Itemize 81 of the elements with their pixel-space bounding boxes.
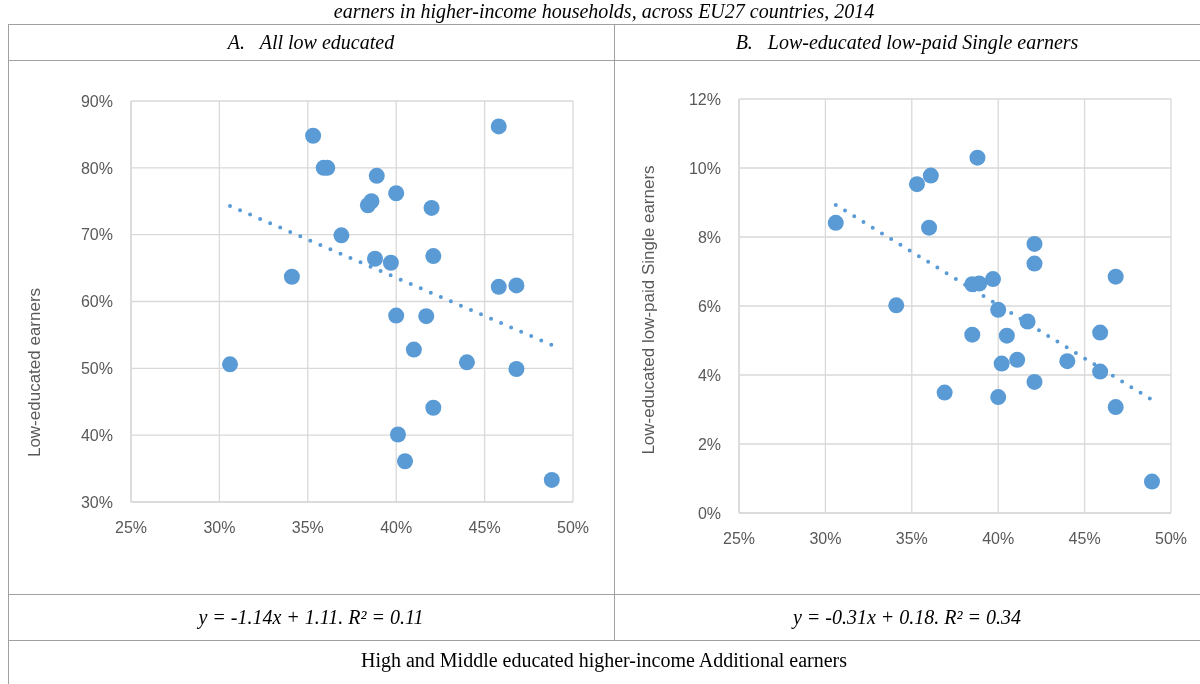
point bbox=[936, 384, 953, 401]
point bbox=[543, 471, 560, 488]
point bbox=[382, 254, 399, 271]
point bbox=[405, 341, 422, 358]
point bbox=[908, 176, 925, 193]
y-tick-label: 6% bbox=[697, 297, 721, 315]
y-tick-label: 12% bbox=[688, 90, 721, 108]
point bbox=[1107, 399, 1124, 416]
y-tick-label: 80% bbox=[80, 159, 113, 177]
point bbox=[1092, 324, 1109, 341]
point bbox=[1092, 363, 1109, 380]
point bbox=[368, 167, 385, 184]
point bbox=[305, 127, 322, 144]
x-tick-label: 50% bbox=[1154, 530, 1188, 548]
point bbox=[388, 185, 405, 202]
x-tick-label: 30% bbox=[203, 519, 236, 537]
point bbox=[1059, 353, 1076, 370]
point bbox=[490, 118, 507, 135]
x-tick-label: 40% bbox=[380, 519, 413, 537]
y-tick-label: 60% bbox=[80, 293, 113, 311]
point bbox=[921, 219, 938, 236]
point bbox=[222, 356, 239, 373]
point bbox=[490, 278, 507, 295]
point bbox=[508, 277, 525, 294]
x-tick-label: 25% bbox=[722, 530, 756, 548]
point bbox=[1143, 473, 1160, 490]
y-tick-label: 40% bbox=[80, 426, 113, 444]
x-tick-label: 40% bbox=[982, 530, 1015, 548]
y-tick-label: 0% bbox=[697, 504, 721, 522]
point bbox=[388, 307, 405, 324]
point bbox=[1026, 373, 1043, 390]
point bbox=[425, 399, 442, 416]
y-tick-label: 2% bbox=[697, 435, 721, 453]
point bbox=[397, 453, 414, 470]
point bbox=[1026, 255, 1043, 272]
point bbox=[389, 426, 406, 443]
point bbox=[423, 199, 440, 216]
point bbox=[998, 327, 1015, 344]
y-axis-title: Low-educated earners bbox=[24, 287, 44, 458]
point bbox=[1019, 313, 1036, 330]
x-axis-title: High and Middle educated higher-income Additional earners bbox=[360, 648, 848, 672]
x-tick-label: 50% bbox=[556, 519, 590, 537]
point bbox=[922, 167, 939, 184]
y-tick-label: 90% bbox=[80, 92, 113, 110]
point bbox=[964, 326, 981, 343]
point bbox=[359, 197, 376, 214]
point bbox=[283, 268, 300, 285]
point bbox=[985, 271, 1002, 288]
chart-title: A. All low educated bbox=[227, 30, 395, 54]
point bbox=[969, 149, 986, 166]
x-tick-label: 30% bbox=[809, 530, 842, 548]
y-tick-label: 30% bbox=[80, 493, 113, 511]
point bbox=[1009, 351, 1026, 368]
point bbox=[333, 227, 350, 244]
x-tick-label: 45% bbox=[1068, 530, 1101, 548]
point bbox=[458, 354, 475, 371]
point bbox=[1026, 235, 1043, 252]
x-tick-label: 35% bbox=[895, 530, 928, 548]
x-tick-label: 35% bbox=[291, 519, 324, 537]
text: y = -0.31x + 0.18. R² = 0.34 bbox=[792, 605, 1022, 629]
y-tick-label: 50% bbox=[80, 360, 113, 378]
x-tick-label: 25% bbox=[114, 519, 148, 537]
y-axis-title: Low-educated low-paid Single earners bbox=[638, 165, 658, 455]
point bbox=[990, 301, 1007, 318]
text: earners in higher-income households, across EU27 countries, 2014 bbox=[333, 0, 875, 23]
point bbox=[1107, 268, 1124, 285]
y-tick-label: 70% bbox=[80, 226, 113, 244]
point bbox=[425, 248, 442, 265]
point bbox=[366, 250, 383, 267]
point bbox=[993, 355, 1010, 372]
point bbox=[990, 389, 1007, 406]
y-tick-label: 4% bbox=[697, 366, 721, 384]
y-tick-label: 8% bbox=[697, 228, 721, 246]
y-tick-label: 10% bbox=[688, 159, 721, 177]
point bbox=[888, 297, 905, 314]
chart-title: B. Low-educated low-paid Single earners bbox=[735, 30, 1079, 54]
point bbox=[827, 214, 844, 231]
point bbox=[418, 308, 435, 325]
point bbox=[508, 361, 525, 377]
x-tick-label: 45% bbox=[468, 519, 501, 537]
text: y = -1.14x + 1.11. R² = 0.11 bbox=[198, 605, 424, 629]
